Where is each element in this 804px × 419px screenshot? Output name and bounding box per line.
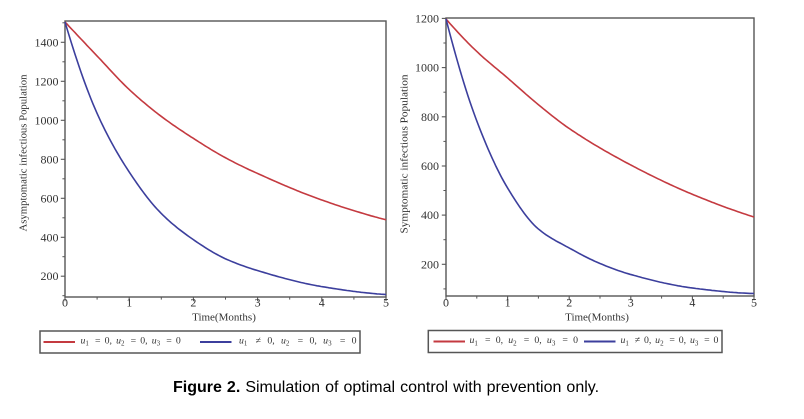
svg-text:400: 400	[421, 208, 439, 222]
svg-text:1000: 1000	[415, 61, 439, 75]
svg-text:1200: 1200	[35, 74, 59, 88]
svg-text:u1 = 0, u2 = 0, u3 = 0: u1 = 0, u2 = 0, u3 = 0	[470, 335, 579, 347]
svg-text:Time(Months): Time(Months)	[565, 312, 629, 324]
svg-text:800: 800	[421, 110, 439, 124]
svg-text:0: 0	[443, 296, 449, 310]
svg-text:Time(Months): Time(Months)	[192, 312, 256, 324]
svg-text:1400: 1400	[35, 35, 59, 49]
svg-text:4: 4	[319, 296, 325, 310]
svg-text:400: 400	[41, 230, 59, 244]
svg-text:Symptomatic infectious Populat: Symptomatic infectious Population	[400, 75, 411, 234]
svg-text:0: 0	[62, 296, 68, 310]
svg-text:u1 ≠ 0, u2 = 0, u3 = 0: u1 ≠ 0, u2 = 0, u3 = 0	[239, 335, 357, 347]
svg-text:Asymptomatic infectious Popula: Asymptomatic infectious Population	[19, 75, 30, 232]
svg-text:4: 4	[689, 296, 695, 310]
svg-text:1200: 1200	[415, 11, 439, 25]
svg-text:1: 1	[126, 296, 132, 310]
svg-text:600: 600	[421, 159, 439, 173]
svg-text:5: 5	[383, 296, 389, 310]
svg-text:600: 600	[41, 191, 59, 205]
svg-text:200: 200	[41, 269, 59, 283]
svg-text:2: 2	[566, 296, 572, 310]
svg-text:u1 = 0, u2 = 0, u3 = 0: u1 = 0, u2 = 0, u3 = 0	[81, 335, 181, 347]
svg-text:200: 200	[421, 257, 439, 271]
svg-text:5: 5	[751, 296, 757, 310]
svg-text:1: 1	[505, 296, 511, 310]
svg-text:3: 3	[255, 296, 261, 310]
svg-text:2: 2	[190, 296, 196, 310]
svg-text:3: 3	[628, 296, 634, 310]
svg-text:u1 ≠ 0, u2 = 0, u3 = 0: u1 ≠ 0, u2 = 0, u3 = 0	[621, 335, 719, 347]
svg-text:800: 800	[41, 152, 59, 166]
svg-text:1000: 1000	[35, 113, 59, 127]
